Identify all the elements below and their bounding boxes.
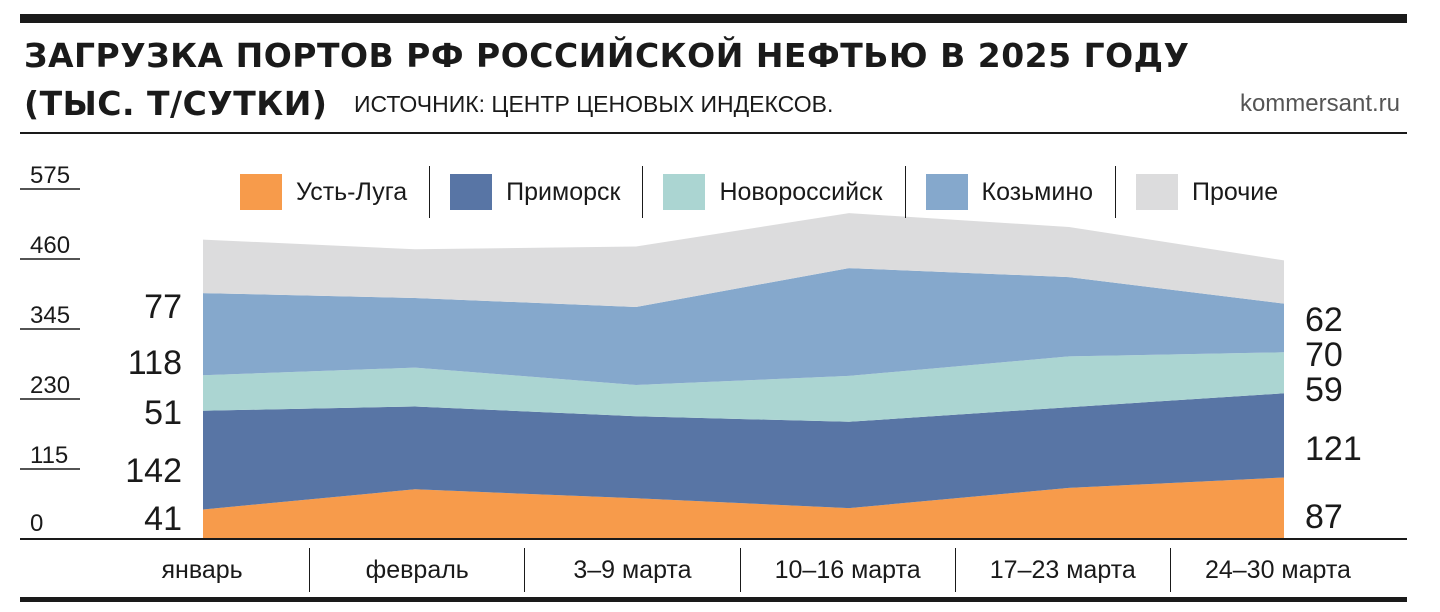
legend-item-novorossiysk: Новороссийск: [663, 166, 906, 218]
data-label-left: 41: [144, 500, 182, 538]
area-novorossiysk: [203, 352, 1284, 422]
source-note: ИСТОЧНИК: ЦЕНТР ЦЕНОВЫХ ИНДЕКСОВ.: [354, 91, 834, 117]
data-label-right: 62: [1305, 301, 1343, 339]
legend-label: Козьмино: [981, 177, 1094, 206]
legend-label: Прочие: [1192, 177, 1279, 206]
legend-swatch-novorossiysk: [663, 174, 706, 210]
legend-swatch-kozmino: [925, 174, 968, 210]
top-rule: [20, 14, 1407, 23]
x-tick-label: 17–23 марта: [956, 548, 1171, 592]
legend-item-ust-luga: Усть-Луга: [240, 166, 431, 218]
site-credit: kommersant.ru: [1239, 90, 1400, 117]
y-tick-label: 460: [30, 232, 70, 259]
legend-swatch-other: [1136, 174, 1179, 210]
legend-label: Новороссийск: [719, 177, 883, 206]
legend-item-primorsk: Приморск: [450, 166, 644, 218]
data-label-right: 70: [1305, 336, 1343, 374]
chart-title: ЗАГРУЗКА ПОРТОВ РФ РОССИЙСКОЙ НЕФТЬЮ В 2…: [24, 36, 1190, 75]
area-other: [203, 213, 1284, 307]
chart-title-units: (ТЫС. Т/СУТКИ): [24, 84, 328, 123]
y-tick-label: 230: [30, 372, 70, 399]
bottom-rule: [20, 597, 1407, 602]
x-tick-label: 24–30 марта: [1204, 556, 1351, 584]
x-tick-label: февраль: [310, 548, 526, 592]
x-tick-label: 10–16 марта: [741, 548, 956, 592]
x-tick-label: 3–9 марта: [525, 548, 741, 592]
data-label-left: 118: [128, 344, 182, 382]
legend: Усть-Луга Приморск Новороссийск Козьмино…: [240, 166, 1320, 218]
area-ust-luga: [203, 477, 1284, 538]
data-label-left: 77: [144, 288, 182, 326]
legend-item-other: Прочие: [1136, 166, 1300, 218]
header-divider: [20, 132, 1407, 134]
area-primorsk: [203, 393, 1284, 510]
legend-label: Усть-Луга: [296, 177, 408, 206]
data-label-right: 121: [1305, 430, 1362, 468]
data-label-left: 142: [125, 452, 182, 490]
legend-swatch-primorsk: [450, 174, 493, 210]
legend-item-kozmino: Козьмино: [925, 166, 1117, 218]
y-tick-label: 345: [30, 302, 70, 329]
area-kozmino: [203, 268, 1284, 385]
y-tick-label: 575: [30, 162, 70, 189]
data-label-left: 51: [144, 394, 182, 432]
data-label-right: 87: [1305, 498, 1343, 536]
y-tick-label: 115: [30, 442, 68, 469]
legend-swatch-ust-luga: [240, 174, 282, 210]
x-axis-labels: январь февраль 3–9 марта 10–16 марта 17–…: [95, 548, 1385, 592]
y-tick-label: 0: [30, 510, 43, 537]
x-tick-label: январь: [95, 548, 311, 592]
legend-label: Приморск: [506, 177, 621, 206]
data-label-right: 59: [1305, 371, 1343, 409]
